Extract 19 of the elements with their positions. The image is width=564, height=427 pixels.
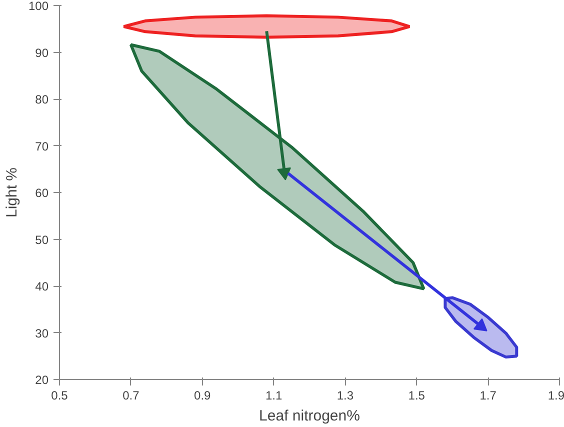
x-tick-label: 0.9 bbox=[194, 388, 212, 402]
y-tick-label: 70 bbox=[35, 139, 49, 154]
y-tick-label: 40 bbox=[35, 280, 49, 294]
x-tick-label: 0.5 bbox=[51, 388, 68, 402]
x-tick-label: 1.3 bbox=[336, 388, 354, 402]
y-tick-label: 60 bbox=[35, 186, 49, 200]
y-tick-label: 90 bbox=[35, 46, 49, 60]
y-tick-label: 50 bbox=[35, 232, 49, 247]
x-tick-label: 1.5 bbox=[408, 388, 426, 402]
x-tick-label: 1.1 bbox=[265, 388, 282, 402]
y-tick-label: 100 bbox=[28, 0, 49, 13]
y-tick-label: 20 bbox=[35, 373, 49, 387]
y-tick-label: 80 bbox=[35, 92, 49, 106]
x-tick-label: 1.9 bbox=[548, 388, 564, 402]
x-axis-title: Leaf nitrogen% bbox=[259, 408, 360, 424]
y-tick-label: 30 bbox=[35, 326, 49, 340]
x-tick-label: 0.7 bbox=[122, 388, 140, 402]
y-axis-title: Light % bbox=[3, 167, 20, 218]
x-tick-label: 1.7 bbox=[480, 388, 497, 402]
